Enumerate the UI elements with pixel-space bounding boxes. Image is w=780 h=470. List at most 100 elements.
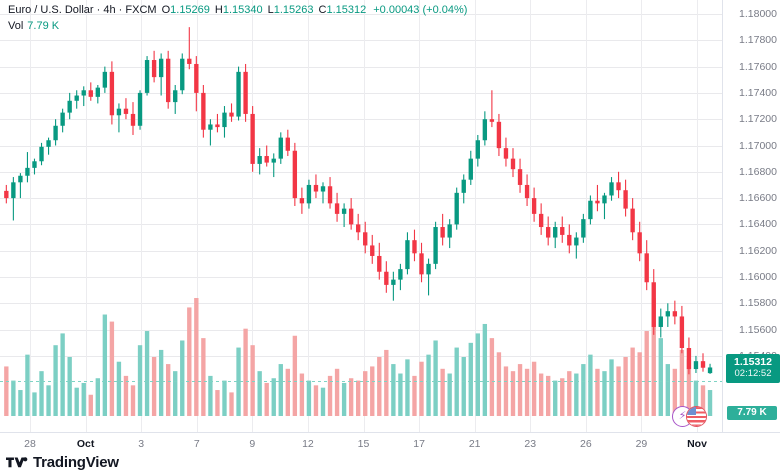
candle-body <box>405 240 410 270</box>
candle-body <box>32 161 37 168</box>
volume-bar <box>391 364 396 416</box>
volume-bar <box>327 375 333 416</box>
candle-body <box>208 124 213 130</box>
interval-label[interactable]: 4h <box>103 4 116 16</box>
volume-bar <box>454 347 459 416</box>
volume-bar <box>546 375 551 416</box>
volume-bar <box>447 373 452 416</box>
volume-bar <box>25 354 30 416</box>
volume-average-line <box>0 380 722 382</box>
candle-body <box>384 271 389 285</box>
exchange-label[interactable]: FXCM <box>125 4 157 16</box>
volume-bar <box>693 380 699 416</box>
candle-body <box>693 361 699 370</box>
candle-body <box>327 186 333 204</box>
candle-body <box>419 253 424 275</box>
legend-ohlc-row[interactable]: Euro / U.S. Dollar · 4h · FXCM O1.15269 H1… <box>8 3 467 18</box>
gridline-horizontal <box>0 119 722 120</box>
low-key: L <box>267 4 274 16</box>
time-tick-label: Nov <box>687 438 707 450</box>
candle-body <box>609 182 614 196</box>
volume-bar <box>236 347 241 416</box>
volume-bar <box>623 357 628 416</box>
volume-bar <box>356 380 361 416</box>
volume-bar <box>18 390 23 416</box>
candle-body <box>18 175 23 183</box>
candle-body <box>243 71 248 114</box>
candle-body <box>348 208 354 225</box>
candle-body <box>130 113 136 126</box>
symbol-name[interactable]: Euro / U.S. Dollar <box>8 4 94 16</box>
volume-bar <box>412 375 417 416</box>
gridline-horizontal <box>0 14 722 15</box>
candle-body <box>194 63 199 93</box>
volume-bar <box>560 378 565 416</box>
gridline-vertical <box>30 0 31 432</box>
candle-body <box>222 112 227 128</box>
candle-body <box>74 95 79 101</box>
legend-volume-row[interactable]: Vol 7.79 K <box>8 19 467 34</box>
volume-bar <box>686 359 692 416</box>
volume-bar <box>700 385 706 416</box>
volume-bar <box>292 335 298 416</box>
footer-bar: TradingView <box>0 455 780 470</box>
volume-bar <box>257 371 262 416</box>
candle-body <box>278 137 283 159</box>
volume-bar <box>644 331 649 416</box>
gridline-vertical <box>364 0 365 432</box>
volume-bar <box>531 361 537 416</box>
chart-pane[interactable] <box>0 0 722 432</box>
candle-body <box>475 140 480 159</box>
volume-bar <box>538 373 544 416</box>
gridline-horizontal <box>0 93 722 94</box>
volume-bar <box>672 368 678 416</box>
candle-body <box>707 367 713 374</box>
volume-bar <box>95 378 100 416</box>
volume-bar <box>616 366 621 416</box>
tradingview-mark-icon <box>6 456 28 467</box>
flag-canton <box>687 407 696 415</box>
chart-legend: Euro / U.S. Dollar · 4h · FXCM O1.15269 H1… <box>8 3 467 34</box>
volume-bar <box>630 347 635 416</box>
candle-body <box>187 58 192 64</box>
candle-body <box>67 100 72 113</box>
gridline-vertical <box>697 0 698 432</box>
volume-bar <box>285 368 290 416</box>
candle-body <box>391 279 396 285</box>
close-key: C <box>318 4 327 16</box>
current-price-badge[interactable]: 1.15312 02:12:52 <box>726 354 780 384</box>
gridline-horizontal <box>0 330 722 331</box>
volume-bar <box>341 382 347 416</box>
gridline-vertical <box>86 0 87 432</box>
volume-bar <box>363 371 368 416</box>
volume-bar <box>299 373 305 416</box>
candle-body <box>517 169 523 185</box>
time-tick-label: 21 <box>468 438 481 450</box>
candle-body <box>482 119 488 141</box>
time-scale[interactable]: 28 Oct 3 7 9 12 15 17 21 23 26 29 Nov <box>0 432 780 455</box>
candle-body <box>651 282 656 327</box>
candle-body <box>144 60 150 93</box>
candle-body <box>11 182 16 199</box>
price-tick-label: 1.16400 <box>739 218 777 231</box>
price-scale[interactable]: 1.18000 1.17800 1.17600 1.17400 1.17200 1.170… <box>722 0 780 432</box>
candle-body <box>356 224 361 233</box>
gridline-vertical <box>586 0 587 432</box>
volume-badge[interactable]: 7.79 K <box>727 406 777 420</box>
price-tick-label: 1.15600 <box>739 323 777 336</box>
high-key: H <box>214 4 223 16</box>
price-tick-label: 1.17600 <box>739 60 777 73</box>
candle-body <box>454 192 459 225</box>
gridline-vertical <box>641 0 642 432</box>
volume-bar <box>440 368 445 416</box>
volume-bar <box>588 354 593 416</box>
candle-body <box>95 87 100 97</box>
volume-bar <box>264 382 269 416</box>
volume-bar <box>405 359 410 416</box>
candle-body <box>299 198 305 204</box>
us-flag-icon[interactable] <box>686 406 707 427</box>
volume-bar <box>517 364 523 416</box>
gridline-horizontal <box>0 172 722 173</box>
tradingview-logo[interactable]: TradingView <box>6 455 119 470</box>
